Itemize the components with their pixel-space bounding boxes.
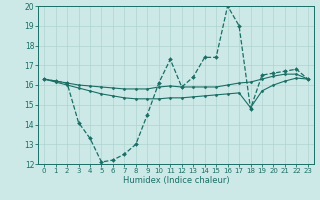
- X-axis label: Humidex (Indice chaleur): Humidex (Indice chaleur): [123, 176, 229, 185]
